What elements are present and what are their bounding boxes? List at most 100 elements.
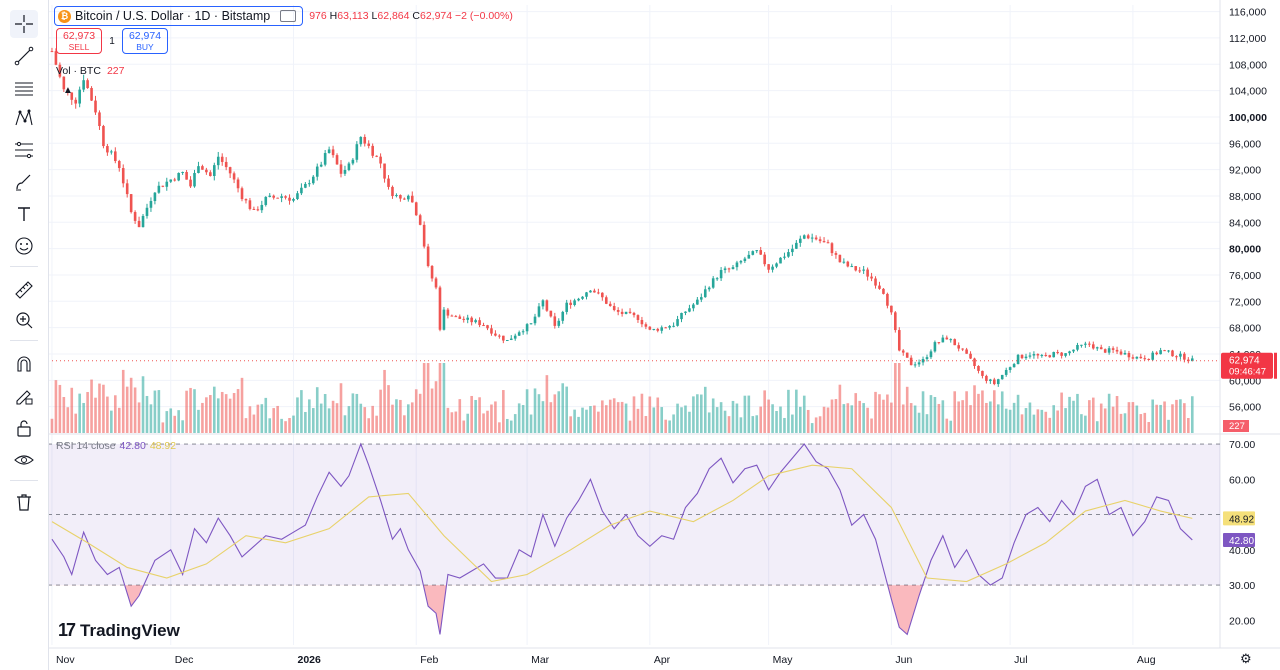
settings-gear-icon[interactable]: ⚙ [1240,651,1252,666]
volume-bar [197,409,200,433]
pattern-icon[interactable] [10,104,38,132]
tradingview-logo[interactable]: 17 TradingView [58,620,180,641]
volume-bar [929,395,933,433]
buy-button[interactable]: 62,974 BUY [122,28,168,54]
volume-bar [347,406,351,433]
volume-bar [648,396,652,433]
eye-icon[interactable] [10,446,38,474]
volume-bar [1012,402,1016,433]
volume-bar [181,420,184,433]
hide-legend-icon[interactable] [280,10,297,22]
candle-body [981,370,984,376]
candle-body [1159,350,1162,355]
countdown-label: 09:46:47 [1229,367,1266,378]
ohlc-values: 976 H63,113 L62,864 C62,974 −2 (−0.00%) [309,10,513,22]
candle-body [379,156,382,164]
price-axis-tick: 84,000 [1229,217,1261,229]
candle-body [446,309,450,316]
volume-tag-label: 227 [1229,421,1245,432]
candle-body [933,342,937,352]
candle-body [1190,358,1194,362]
horizontal-lines-icon[interactable] [10,74,38,102]
volume-bar [993,390,996,433]
candle-body [917,362,921,365]
volume-bar [110,410,113,433]
candle-body [399,195,402,199]
collapse-legend-icon[interactable]: ▲ [63,85,73,96]
ohlc-h-label: H [329,10,338,22]
volume-bar [300,390,303,433]
candle-body [581,296,584,299]
volume-bar [94,397,97,433]
text-icon[interactable] [10,200,38,228]
candle-body [632,312,636,316]
ruler-icon[interactable] [10,276,38,304]
volume-bar [945,418,949,433]
candle-body [696,299,699,305]
volume-bar [1088,400,1091,433]
candle-body [193,172,196,187]
candle-body [486,325,489,329]
candle-body [236,179,240,189]
volume-bar [886,394,889,433]
volume-bar [363,407,367,433]
volume-bar [696,394,699,433]
candle-body [806,235,810,239]
ohlc-change: −2 (−0.00%) [455,10,513,22]
volume-bar [1048,417,1052,433]
volume-bar [474,399,477,433]
candle-body [767,264,770,270]
volume-bar [1024,408,1028,433]
candle-body [454,316,458,318]
zoom-in-icon[interactable] [10,306,38,334]
lock-draw-icon[interactable] [10,382,38,410]
volume-bar [561,383,565,433]
sell-button[interactable]: 62,973 SELL [56,28,102,54]
candle-body [735,262,739,268]
volume-bar [553,394,557,433]
candle-body [244,199,248,201]
candle-body [1155,352,1158,355]
candle-body [1103,349,1107,353]
fib-icon[interactable] [10,136,38,164]
rsi-value: 42.80 [119,440,146,452]
volume-bar [1163,401,1166,433]
candle-body [363,136,367,144]
candle-body [50,51,54,53]
volume-bar [296,397,299,433]
lock-icon[interactable] [10,414,38,442]
rsi-axis-tick: 40.00 [1229,545,1255,557]
volume-bar [1064,408,1067,433]
emoji-icon[interactable] [10,232,38,260]
trash-icon[interactable] [10,488,38,516]
symbol-search-box[interactable]: ₿ Bitcoin / U.S. Dollar · 1D · Bitstamp [54,6,304,26]
candle-body [494,333,497,336]
candle-body [727,268,731,270]
volume-bar [628,420,632,433]
candle-body [458,316,462,319]
candle-body [1064,353,1067,356]
volume-bar [1135,405,1139,433]
crosshair-icon[interactable] [10,10,38,38]
volume-bar [224,394,228,433]
candle-body [347,163,351,170]
volume-bar [454,411,458,433]
trend-line-icon[interactable] [10,42,38,70]
brush-icon[interactable] [10,168,38,196]
volume-bar [387,385,390,433]
candle-body [1068,351,1071,354]
volume-bar [917,412,921,433]
candle-body [862,269,865,271]
candle-body [996,379,1000,385]
candle-body [814,237,818,240]
candle-body [153,192,157,202]
volume-bar [1119,413,1123,433]
ohlc-c-label: C [412,10,420,22]
candle-body [1028,355,1032,357]
rsi-axis-tick: 60.00 [1229,474,1255,486]
ohlc-high: 63,113 [337,10,369,22]
candle-body [232,173,236,180]
volume-bar [660,407,664,433]
magnet-icon[interactable] [10,350,38,378]
